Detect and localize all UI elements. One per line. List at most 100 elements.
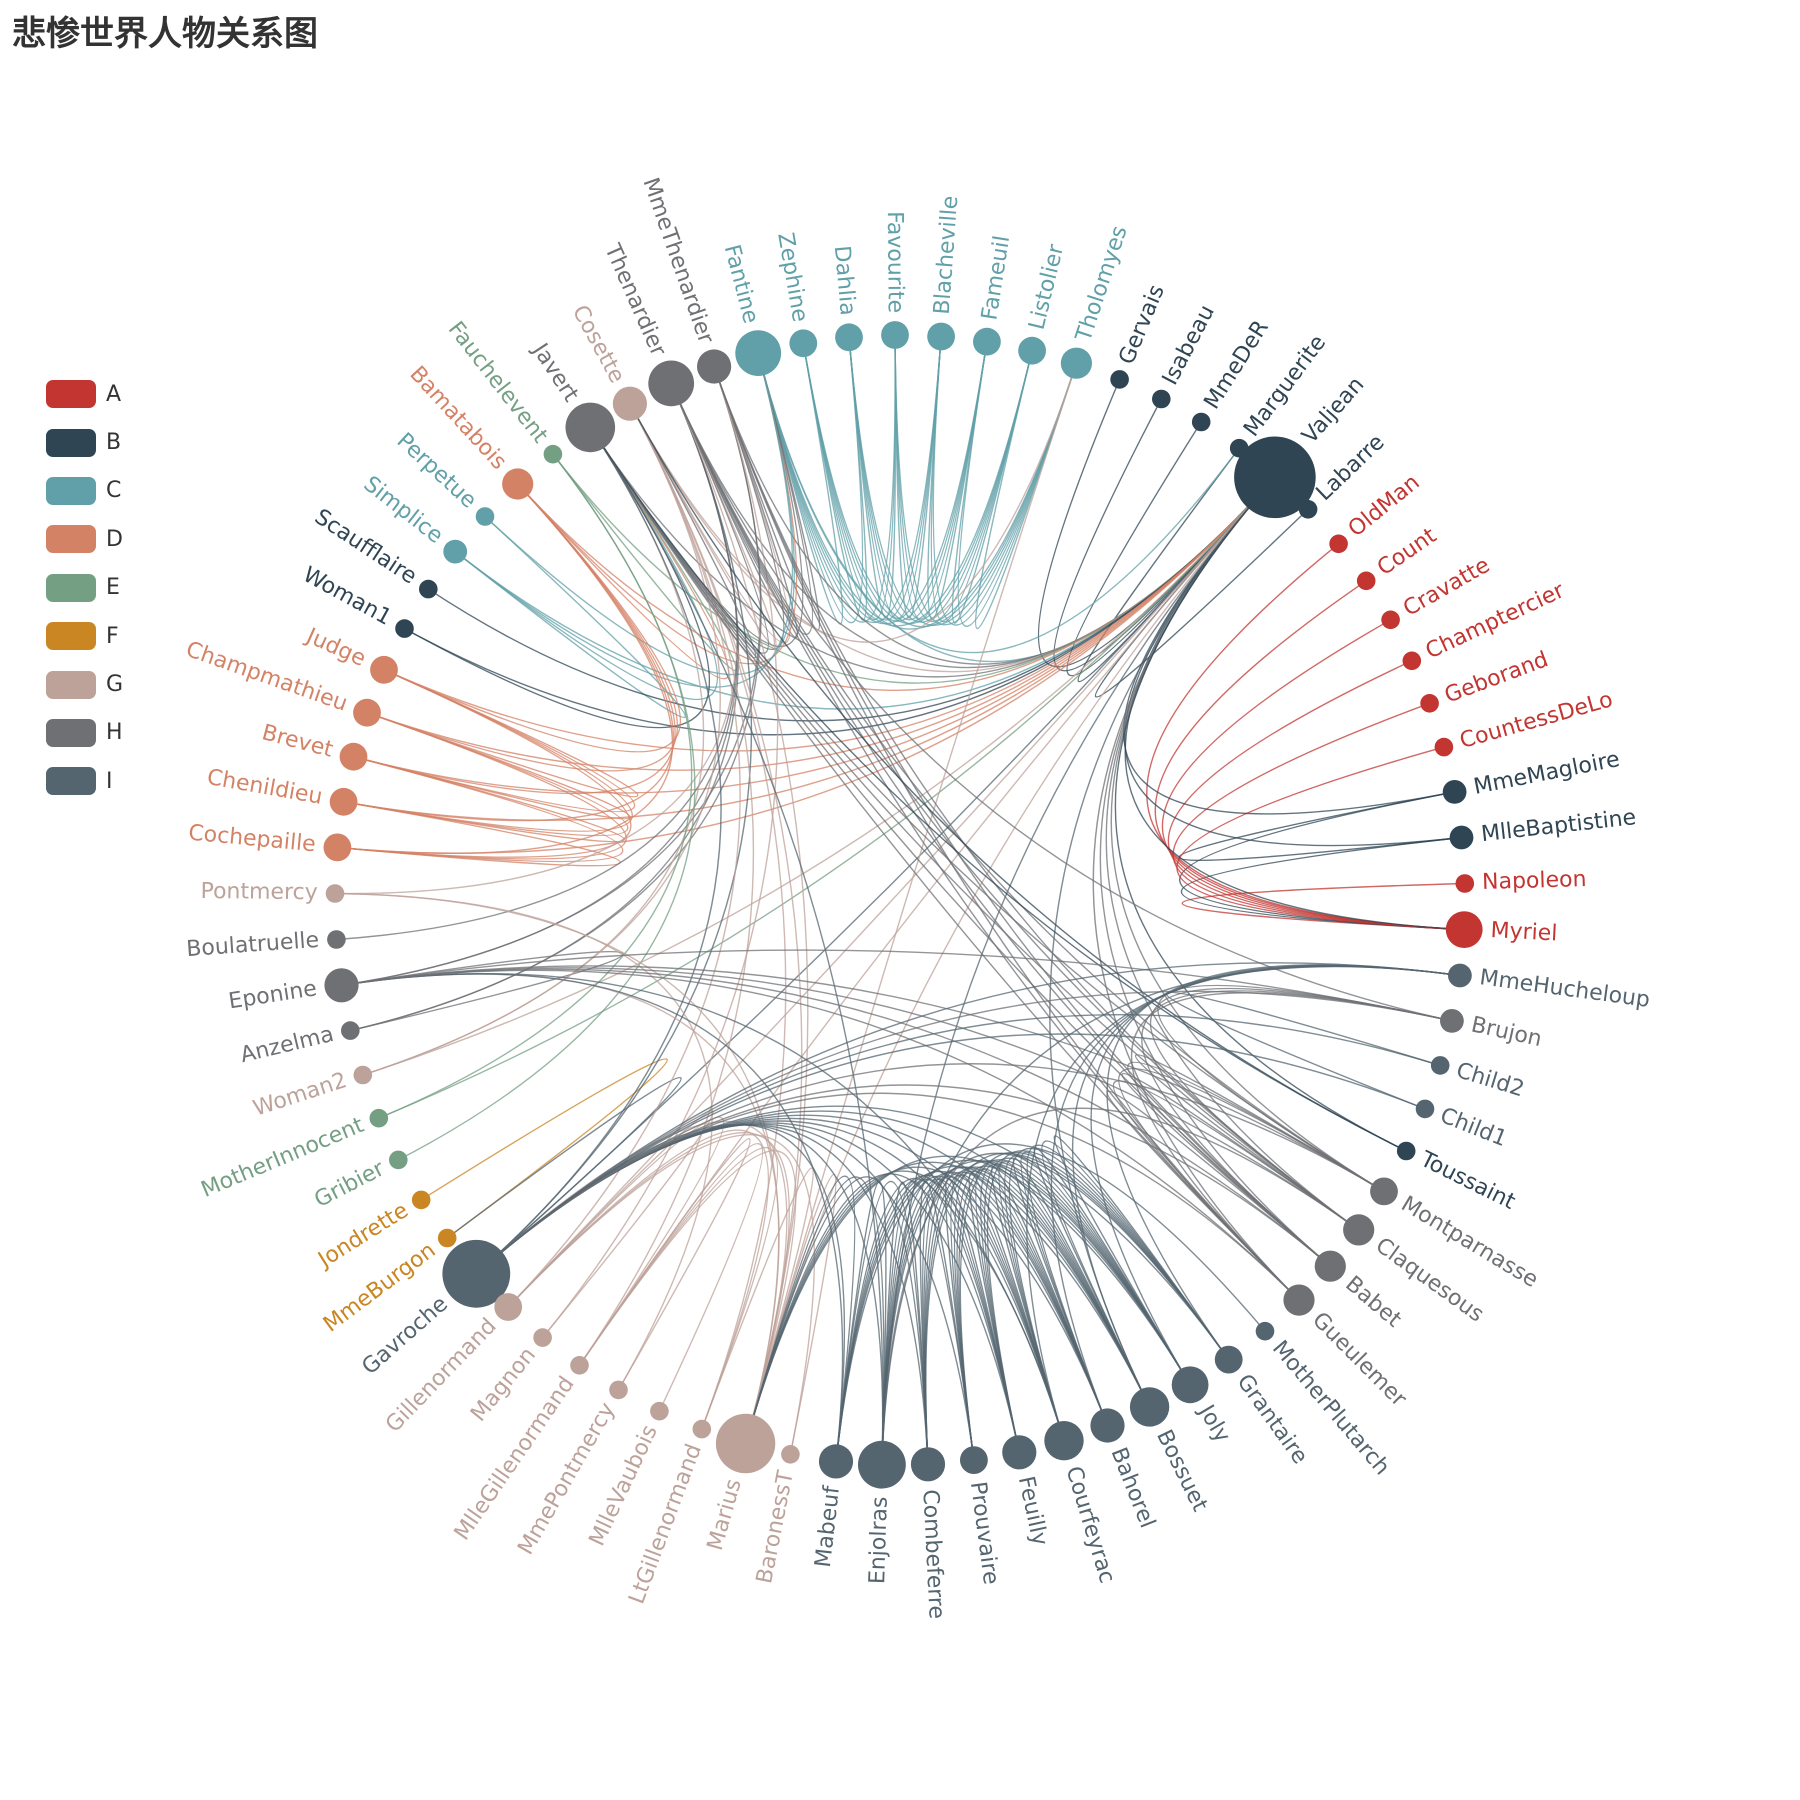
legend-item-d[interactable]: D (46, 515, 123, 563)
legend-item-c[interactable]: C (46, 467, 123, 515)
node-mmehucheloup[interactable] (1448, 963, 1472, 988)
link-mmeburgon-jondrette (420, 1058, 668, 1239)
node-label-woman2: Woman2 (250, 1068, 350, 1122)
node-label-mllebaptistine: MlleBaptistine (1480, 805, 1638, 847)
node-courfeyrac[interactable] (1044, 1421, 1084, 1461)
node-myriel[interactable] (1445, 911, 1483, 948)
node-dahlia[interactable] (835, 323, 863, 352)
node-chenildieu[interactable] (329, 787, 358, 816)
node-brujon[interactable] (1440, 1009, 1464, 1033)
link-toussaint-valjean (1114, 476, 1407, 1152)
node-babet[interactable] (1314, 1250, 1346, 1282)
node-claquesous[interactable] (1343, 1214, 1375, 1246)
node-grantaire[interactable] (1214, 1345, 1243, 1374)
node-countessdelo[interactable] (1434, 737, 1454, 757)
node-cravatte[interactable] (1381, 610, 1400, 630)
node-woman1[interactable] (395, 619, 414, 638)
node-ltgillenormand[interactable] (692, 1419, 712, 1439)
node-bahorel[interactable] (1090, 1408, 1125, 1443)
node-montparnasse[interactable] (1370, 1177, 1398, 1206)
node-brevet[interactable] (339, 742, 368, 771)
link-marius-ltgillenormand (701, 1167, 814, 1444)
node-mllevaubois[interactable] (650, 1401, 669, 1421)
node-mabeuf[interactable] (818, 1444, 854, 1479)
node-baronesst[interactable] (781, 1445, 800, 1464)
node-napoleon[interactable] (1455, 874, 1475, 893)
link-fantine-fameuil (757, 341, 988, 625)
node-valjean[interactable] (1234, 436, 1316, 519)
node-geborand[interactable] (1420, 694, 1439, 713)
node-bossuet[interactable] (1129, 1387, 1170, 1427)
node-combeferre[interactable] (910, 1447, 946, 1482)
node-motherplutarch[interactable] (1255, 1321, 1275, 1341)
node-label-brevet: Brevet (259, 720, 336, 763)
link-gavroche-javert (475, 427, 722, 1275)
legend-item-b[interactable]: B (46, 418, 123, 466)
node-child1[interactable] (1415, 1099, 1435, 1119)
legend-item-a[interactable]: A (46, 370, 123, 418)
node-child2[interactable] (1430, 1056, 1450, 1075)
node-woman2[interactable] (353, 1065, 373, 1085)
node-mmepontmercy[interactable] (609, 1380, 628, 1400)
link-valjean-mllebaptistine (1124, 476, 1462, 847)
node-listolier[interactable] (1018, 336, 1046, 365)
link-bamatabois-valjean (517, 476, 1276, 692)
node-mmemagloire[interactable] (1442, 780, 1467, 804)
node-pontmercy[interactable] (325, 884, 345, 903)
legend-label: I (106, 768, 113, 794)
node-gribier[interactable] (389, 1150, 408, 1170)
node-eponine[interactable] (324, 968, 359, 1003)
node-favourite[interactable] (881, 321, 909, 349)
legend-item-e[interactable]: E (46, 564, 123, 612)
node-cochepaille[interactable] (323, 833, 352, 862)
node-champmathieu[interactable] (353, 698, 381, 727)
link-woman2-valjean (362, 476, 1276, 1076)
node-simplice[interactable] (443, 539, 468, 564)
node-marius[interactable] (715, 1413, 776, 1474)
node-judge[interactable] (370, 655, 398, 684)
link-joly-mabeuf (835, 1159, 1191, 1462)
node-fameuil[interactable] (973, 327, 1001, 356)
node-cosette[interactable] (612, 386, 648, 421)
legend-item-i[interactable]: I (46, 757, 123, 805)
node-joly[interactable] (1171, 1366, 1209, 1404)
node-boulatruelle[interactable] (327, 930, 346, 949)
node-blacheville[interactable] (927, 322, 955, 351)
legend-item-g[interactable]: G (46, 660, 123, 708)
node-javert[interactable] (565, 402, 616, 453)
node-motherinnocent[interactable] (369, 1108, 389, 1128)
node-anzelma[interactable] (341, 1021, 360, 1040)
link-listolier-tholomyes (974, 350, 1078, 630)
node-jondrette[interactable] (411, 1190, 431, 1210)
node-magnon[interactable] (533, 1328, 552, 1347)
node-count[interactable] (1356, 571, 1376, 591)
node-isabeau[interactable] (1152, 389, 1171, 409)
node-gillenormand[interactable] (494, 1293, 523, 1321)
node-fauchelevent[interactable] (543, 444, 563, 464)
node-perpetue[interactable] (475, 507, 495, 526)
node-mmeder[interactable] (1191, 412, 1211, 432)
node-mllegillenormand[interactable] (570, 1356, 589, 1375)
legend-item-f[interactable]: F (46, 612, 123, 660)
legend-item-h[interactable]: H (46, 709, 123, 757)
node-gueulemer[interactable] (1283, 1284, 1315, 1316)
node-fantine[interactable] (735, 330, 782, 376)
node-bamatabois[interactable] (502, 468, 534, 500)
node-mllebaptistine[interactable] (1449, 825, 1474, 850)
node-prouvaire[interactable] (960, 1446, 988, 1474)
node-feuilly[interactable] (1002, 1435, 1037, 1470)
node-oldman[interactable] (1329, 534, 1348, 554)
node-champtercier[interactable] (1402, 651, 1422, 671)
node-thenardier[interactable] (648, 360, 695, 407)
node-mmethenardier[interactable] (697, 349, 732, 384)
node-gervais[interactable] (1110, 370, 1129, 389)
node-toussaint[interactable] (1396, 1141, 1416, 1161)
node-tholomyes[interactable] (1060, 347, 1092, 379)
node-scaufflaire[interactable] (419, 579, 438, 599)
node-marguerite[interactable] (1229, 438, 1249, 458)
node-enjolras[interactable] (858, 1440, 906, 1489)
node-gavroche[interactable] (442, 1239, 511, 1308)
node-zephine[interactable] (789, 329, 818, 358)
node-mmeburgon[interactable] (437, 1228, 457, 1248)
link-toussaint-javert (589, 427, 1407, 1152)
